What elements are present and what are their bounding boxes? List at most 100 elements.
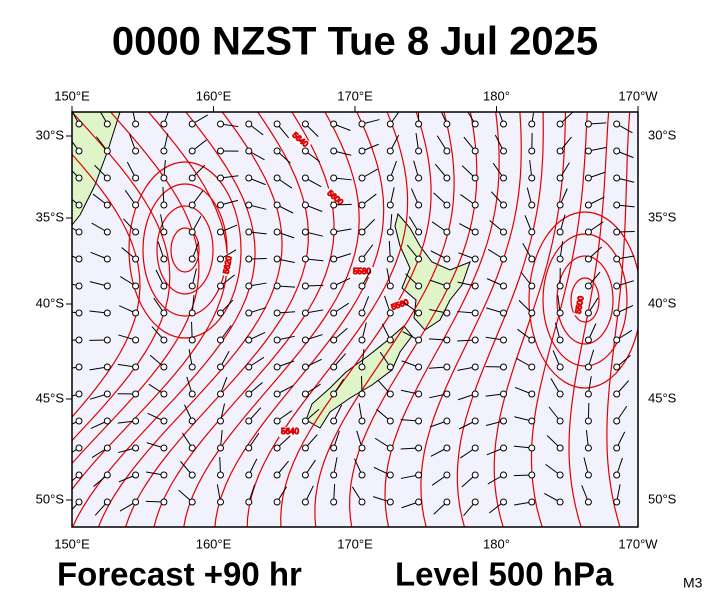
station <box>501 364 507 370</box>
station <box>416 472 422 478</box>
station <box>76 364 82 370</box>
station <box>104 121 110 127</box>
contour-line <box>645 100 662 540</box>
station <box>416 148 422 154</box>
station <box>246 445 252 451</box>
station <box>161 499 167 505</box>
station <box>472 121 478 127</box>
station <box>585 229 591 235</box>
station <box>302 337 308 343</box>
station <box>416 256 422 262</box>
station <box>472 364 478 370</box>
station <box>529 202 535 208</box>
station <box>218 121 224 127</box>
station <box>557 121 563 127</box>
station <box>359 202 365 208</box>
station <box>585 418 591 424</box>
station <box>76 202 82 208</box>
station <box>557 310 563 316</box>
station <box>104 175 110 181</box>
station <box>331 121 337 127</box>
station <box>557 229 563 235</box>
station <box>585 364 591 370</box>
station <box>359 391 365 397</box>
station <box>529 445 535 451</box>
station <box>557 175 563 181</box>
station <box>104 229 110 235</box>
station <box>76 391 82 397</box>
station <box>359 148 365 154</box>
station <box>189 418 195 424</box>
lon-label-bottom: 170°E <box>337 536 373 551</box>
station <box>387 229 393 235</box>
lon-label-top: 160°E <box>196 88 232 103</box>
lat-label-left: 40°S <box>36 295 65 310</box>
station <box>133 445 139 451</box>
station <box>472 310 478 316</box>
station <box>614 310 620 316</box>
station <box>76 418 82 424</box>
station <box>472 256 478 262</box>
station <box>557 418 563 424</box>
station <box>416 202 422 208</box>
station <box>218 418 224 424</box>
station <box>387 256 393 262</box>
station <box>302 175 308 181</box>
station <box>133 472 139 478</box>
station <box>302 391 308 397</box>
station <box>161 337 167 343</box>
station <box>331 337 337 343</box>
station <box>444 121 450 127</box>
station <box>76 121 82 127</box>
lon-label-bottom: 160°E <box>196 536 232 551</box>
station <box>472 391 478 397</box>
station <box>472 202 478 208</box>
station <box>444 256 450 262</box>
station <box>387 499 393 505</box>
station <box>161 202 167 208</box>
station <box>387 121 393 127</box>
lon-label-top: 180° <box>483 88 510 103</box>
station <box>444 283 450 289</box>
station <box>359 175 365 181</box>
station <box>246 256 252 262</box>
station <box>104 202 110 208</box>
station <box>76 229 82 235</box>
station <box>133 391 139 397</box>
station <box>218 202 224 208</box>
station <box>614 121 620 127</box>
station <box>472 283 478 289</box>
station <box>472 229 478 235</box>
station <box>331 418 337 424</box>
station <box>133 202 139 208</box>
station <box>218 364 224 370</box>
station <box>331 391 337 397</box>
station <box>246 283 252 289</box>
station <box>359 283 365 289</box>
contour-label: 5640 <box>281 427 299 436</box>
station <box>416 499 422 505</box>
station <box>557 445 563 451</box>
station <box>585 283 591 289</box>
station <box>416 364 422 370</box>
station <box>472 337 478 343</box>
station <box>416 445 422 451</box>
station <box>416 418 422 424</box>
station <box>614 499 620 505</box>
station <box>444 148 450 154</box>
station <box>416 337 422 343</box>
station <box>416 310 422 316</box>
station <box>274 391 280 397</box>
station <box>331 472 337 478</box>
station <box>387 175 393 181</box>
station <box>614 391 620 397</box>
station <box>246 418 252 424</box>
station <box>444 391 450 397</box>
forecast-label: Forecast +90 hr <box>57 556 302 593</box>
station <box>472 418 478 424</box>
station <box>529 472 535 478</box>
station <box>133 337 139 343</box>
station <box>359 229 365 235</box>
station <box>189 391 195 397</box>
station <box>133 310 139 316</box>
